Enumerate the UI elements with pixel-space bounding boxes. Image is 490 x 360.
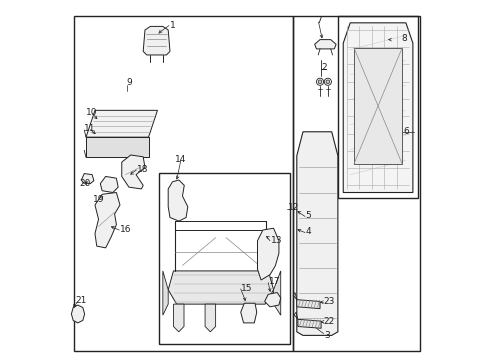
Polygon shape [81, 174, 94, 184]
Text: 22: 22 [323, 316, 335, 325]
Circle shape [326, 80, 330, 84]
Polygon shape [298, 319, 321, 328]
Polygon shape [315, 40, 336, 49]
Circle shape [303, 154, 309, 159]
Bar [74, 16, 293, 351]
Circle shape [318, 80, 322, 84]
Circle shape [326, 154, 332, 159]
Polygon shape [273, 271, 281, 315]
Polygon shape [86, 137, 148, 157]
Text: 21: 21 [75, 296, 86, 305]
Polygon shape [72, 305, 85, 323]
Text: 17: 17 [269, 277, 280, 286]
Text: 5: 5 [306, 211, 312, 220]
Text: 2: 2 [321, 63, 327, 72]
Text: 16: 16 [120, 225, 131, 234]
Text: 20: 20 [79, 179, 90, 188]
Text: 11: 11 [83, 125, 95, 134]
Polygon shape [86, 111, 157, 137]
Circle shape [173, 282, 184, 293]
Text: 13: 13 [270, 235, 282, 244]
Text: 18: 18 [137, 165, 148, 174]
Polygon shape [86, 132, 148, 137]
Text: 9: 9 [126, 78, 132, 87]
Polygon shape [365, 23, 388, 46]
Circle shape [245, 312, 252, 319]
Polygon shape [265, 293, 281, 307]
Polygon shape [163, 271, 168, 315]
Polygon shape [297, 300, 320, 309]
Text: 7: 7 [316, 16, 322, 25]
Bar [354, 48, 402, 164]
Polygon shape [100, 176, 118, 193]
Text: 3: 3 [324, 331, 330, 340]
Text: 8: 8 [401, 35, 407, 44]
Polygon shape [297, 132, 338, 336]
Polygon shape [168, 271, 273, 304]
Text: 12: 12 [288, 203, 299, 212]
Text: 19: 19 [93, 195, 104, 204]
Circle shape [74, 310, 81, 318]
Text: 1: 1 [170, 21, 176, 30]
Text: 23: 23 [323, 297, 335, 306]
Polygon shape [241, 303, 257, 323]
Polygon shape [343, 23, 413, 193]
Polygon shape [122, 155, 145, 189]
Text: 10: 10 [86, 108, 98, 117]
Polygon shape [205, 304, 216, 332]
Polygon shape [168, 180, 188, 221]
Circle shape [258, 282, 268, 293]
Circle shape [317, 78, 323, 85]
Text: 15: 15 [242, 284, 253, 293]
Text: 4: 4 [306, 227, 311, 236]
Text: 6: 6 [403, 127, 409, 136]
Text: 14: 14 [175, 156, 187, 165]
Polygon shape [95, 193, 120, 248]
Polygon shape [173, 304, 184, 332]
Bar [338, 16, 418, 198]
Bar [293, 16, 420, 351]
Bar [159, 173, 290, 344]
Polygon shape [143, 26, 170, 55]
Polygon shape [258, 228, 279, 280]
Circle shape [324, 78, 331, 85]
